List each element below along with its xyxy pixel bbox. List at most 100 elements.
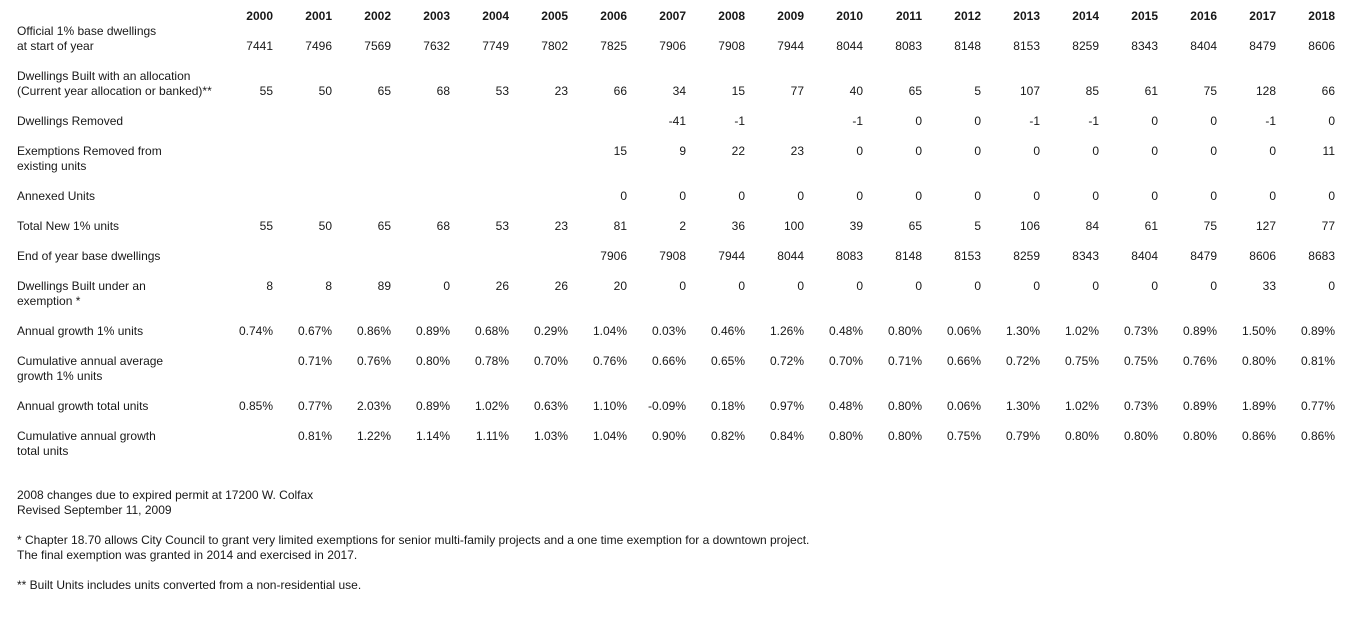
table-cell: 100	[783, 219, 804, 233]
table-cell: 53	[495, 84, 509, 98]
table-cell: 8148	[895, 249, 922, 263]
table-cell: 0.90%	[651, 429, 686, 443]
year-header: 2015	[1131, 9, 1158, 23]
table-cell: 0.77%	[297, 399, 332, 413]
table-cell: 7441	[246, 39, 273, 53]
table-cell: 0	[915, 114, 922, 128]
row-label-line: Cumulative annual average	[17, 354, 164, 368]
table-cell	[391, 249, 450, 279]
table-cell: 89	[377, 279, 391, 293]
growth-table: 2000 2001 2002 2003 2004 2005 2006 2007 2008 2009…	[17, 9, 1335, 474]
table-cell: 50	[318, 219, 332, 233]
table-cell: 50	[318, 84, 332, 98]
table-cell: -1	[1029, 114, 1040, 128]
year-header: 2004	[482, 9, 509, 23]
table-cell: 0.66%	[946, 354, 981, 368]
table-cell: 0.80%	[1182, 429, 1217, 443]
table-cell: 34	[672, 84, 686, 98]
row-label-line: Official 1% base dwellings	[17, 24, 157, 38]
footnote: * Chapter 18.70 allows City Council to g…	[17, 533, 1353, 563]
table-cell: 0	[856, 144, 863, 158]
table-cell: 0	[1092, 279, 1099, 293]
table-cell: 8479	[1190, 249, 1217, 263]
table-cell: 0.48%	[828, 324, 863, 338]
table-cell: 0	[974, 114, 981, 128]
table-cell: 8606	[1249, 249, 1276, 263]
row-label: Dwellings Removed	[17, 114, 214, 144]
table-cell: 0	[620, 189, 627, 203]
table-cell: 1.89%	[1241, 399, 1276, 413]
year-header: 2002	[364, 9, 391, 23]
table-cell: 65	[377, 84, 391, 98]
table-row-cumulative-annual-average-growth-1pct-units: Cumulative annual average growth 1% units…	[17, 354, 1335, 399]
table-cell	[273, 114, 332, 144]
footnote-line: ** Built Units includes units converted …	[17, 578, 362, 592]
table-cell	[273, 249, 332, 279]
table-cell	[273, 189, 332, 219]
table-cell: 33	[1262, 279, 1276, 293]
footnote-line: Revised September 11, 2009	[17, 503, 172, 517]
year-header: 2007	[659, 9, 686, 23]
row-label-line: Exemptions Removed from	[17, 144, 162, 158]
table-cell: 1.10%	[592, 399, 627, 413]
table-cell: 8343	[1131, 39, 1158, 53]
year-header: 2000	[246, 9, 273, 23]
year-header: 2009	[777, 9, 804, 23]
year-header-row: 2000 2001 2002 2003 2004 2005 2006 2007 2008 2009…	[17, 9, 1335, 24]
row-label-line: Annexed Units	[17, 189, 96, 203]
table-cell: 0.70%	[828, 354, 863, 368]
table-cell: 0.80%	[887, 324, 922, 338]
table-cell: 0.71%	[887, 354, 922, 368]
year-header: 2001	[305, 9, 332, 23]
table-cell: 0.86%	[1241, 429, 1276, 443]
table-cell: 23	[554, 84, 568, 98]
table-cell: 8404	[1131, 249, 1158, 263]
table-row-exemptions-removed: Exemptions Removed from existing units 15 9…	[17, 144, 1335, 189]
table-cell: 0.06%	[946, 324, 981, 338]
table-cell	[214, 354, 273, 399]
table-cell: 65	[377, 219, 391, 233]
table-cell: 0.81%	[1300, 354, 1335, 368]
table-cell: 15	[613, 144, 627, 158]
table-cell	[568, 114, 627, 144]
table-cell: 0.80%	[887, 429, 922, 443]
table-cell: 0.97%	[769, 399, 804, 413]
table-cell: 0.63%	[533, 399, 568, 413]
table-cell	[509, 114, 568, 144]
table-cell	[332, 144, 391, 189]
table-cell: 0	[738, 189, 745, 203]
table-cell: 1.03%	[533, 429, 568, 443]
table-cell	[214, 249, 273, 279]
year-header: 2018	[1308, 9, 1335, 23]
table-cell: 77	[1321, 219, 1335, 233]
row-label-line: End of year base dwellings	[17, 249, 161, 263]
table-cell: 0.89%	[1182, 399, 1217, 413]
footnote-line: 2008 changes due to expired permit at 17…	[17, 488, 314, 502]
footnote: ** Built Units includes units converted …	[17, 578, 1353, 593]
table-cell: 0.79%	[1005, 429, 1040, 443]
table-cell: 0	[1092, 144, 1099, 158]
year-header: 2008	[718, 9, 745, 23]
table-cell: 77	[790, 84, 804, 98]
table-cell: 2	[679, 219, 686, 233]
year-header: 2012	[954, 9, 981, 23]
table-row-total-new-1pct-units: Total New 1% units 55 50 65 68 53 23 81 2 36 100 39…	[17, 219, 1335, 249]
table-cell: 2.03%	[356, 399, 391, 413]
table-cell: 0.03%	[651, 324, 686, 338]
table-cell: 1.50%	[1241, 324, 1276, 338]
table-cell: 0.74%	[238, 324, 273, 338]
table-cell: 23	[554, 219, 568, 233]
table-cell: 55	[259, 84, 273, 98]
footnote-line: * Chapter 18.70 allows City Council to g…	[17, 533, 810, 547]
table-cell	[509, 249, 568, 279]
table-cell	[332, 189, 391, 219]
table-cell: 0.71%	[297, 354, 332, 368]
table-cell	[450, 249, 509, 279]
table-cell: 127	[1255, 219, 1276, 233]
table-cell: 0.65%	[710, 354, 745, 368]
table-cell: 11	[1322, 144, 1335, 158]
table-cell: 5	[974, 84, 981, 98]
table-cell: 84	[1085, 219, 1099, 233]
table-cell: 0	[1151, 114, 1158, 128]
table-cell: 0.73%	[1123, 324, 1158, 338]
